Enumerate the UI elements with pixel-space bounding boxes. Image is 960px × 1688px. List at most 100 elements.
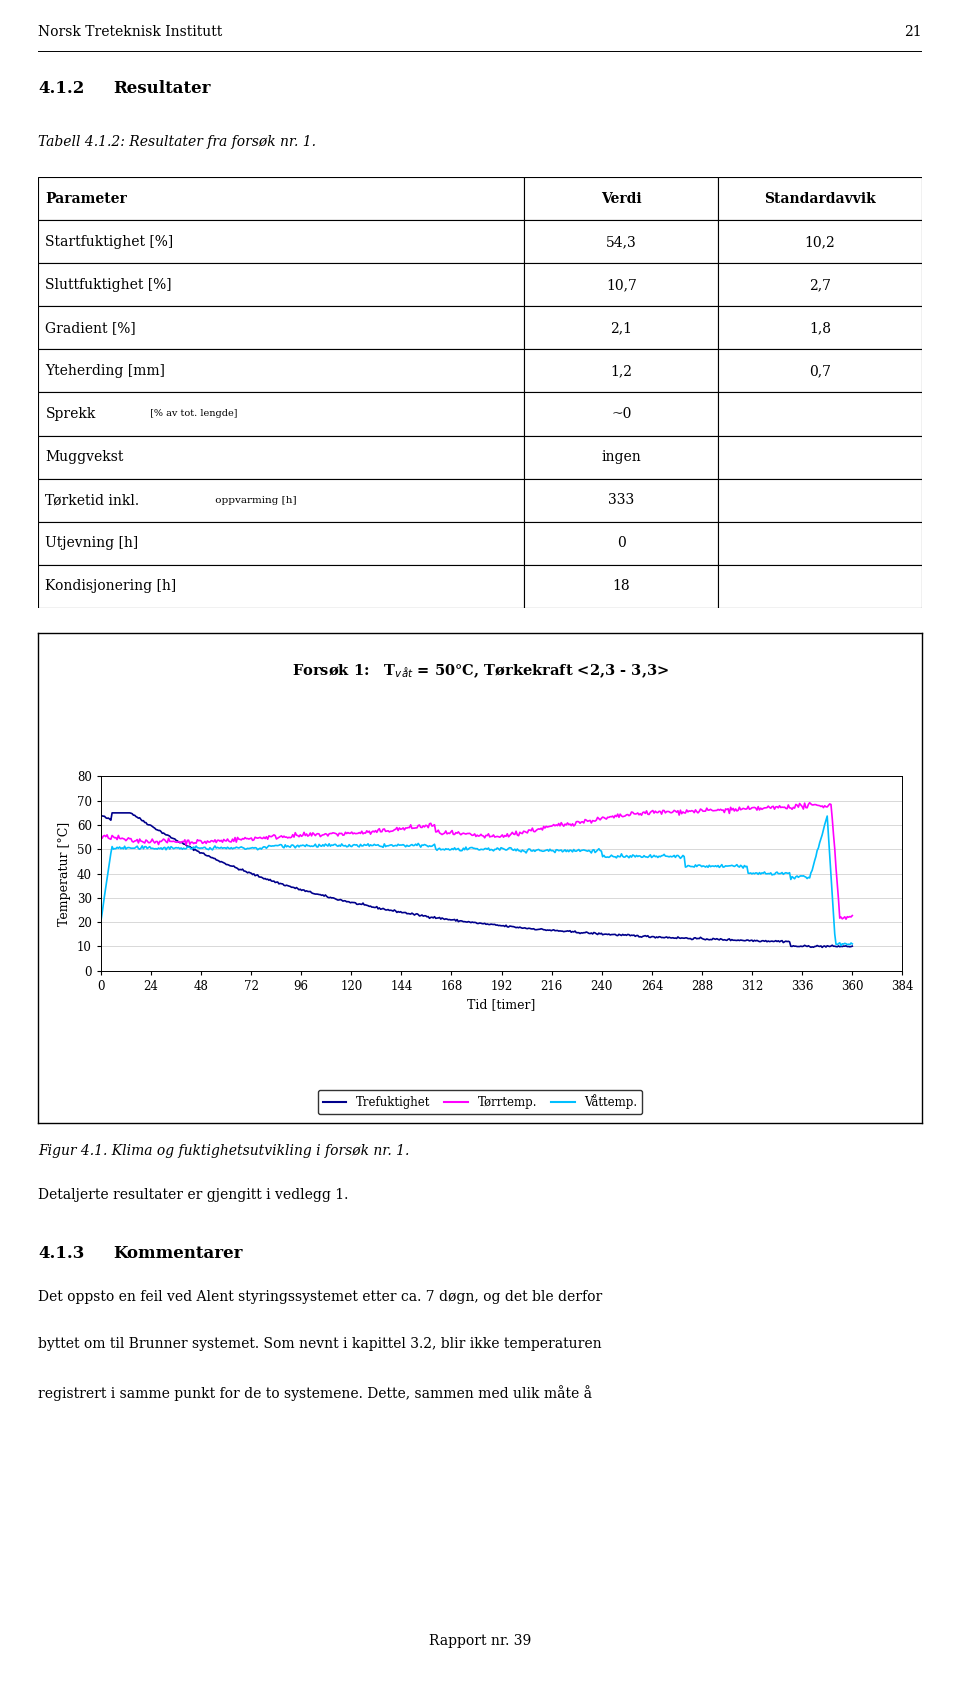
Text: Parameter: Parameter (45, 192, 128, 206)
Tørrtemp. (228, 830, 240, 851)
Tørrtemp. (840, 910, 852, 930)
Bar (718, 349, 922, 392)
Trefuktighet (847, 937, 858, 957)
Text: Kondisjonering [h]: Kondisjonering [h] (45, 579, 177, 592)
Bar (38, 219, 524, 263)
Våttemp. (822, 805, 833, 825)
Text: Yteherding [mm]: Yteherding [mm] (45, 365, 165, 378)
Text: 0: 0 (617, 537, 626, 550)
Text: Verdi: Verdi (601, 192, 641, 206)
Bar (718, 177, 922, 219)
Tørrtemp. (288, 827, 300, 847)
Line: Trefuktighet: Trefuktighet (101, 814, 852, 947)
Text: 10,7: 10,7 (606, 279, 636, 292)
Bar (718, 392, 922, 436)
Tørrtemp. (538, 817, 549, 837)
Text: Sprekk: Sprekk (45, 407, 96, 420)
Våttemp. (835, 935, 847, 955)
Text: 2,7: 2,7 (809, 279, 831, 292)
Y-axis label: Temperatur [°C]: Temperatur [°C] (59, 822, 71, 925)
Text: 10,2: 10,2 (804, 235, 835, 248)
Text: Muggvekst: Muggvekst (45, 451, 124, 464)
Bar (524, 436, 718, 479)
Våttemp. (847, 933, 858, 954)
Tørrtemp. (660, 802, 672, 822)
Trefuktighet (662, 928, 674, 949)
Text: [% av tot. lengde]: [% av tot. lengde] (147, 410, 237, 419)
Text: Norsk Treteknisk Institutt: Norsk Treteknisk Institutt (38, 25, 223, 39)
Våttemp. (597, 847, 609, 868)
Bar (718, 436, 922, 479)
Våttemp. (660, 846, 672, 866)
Text: Detaljerte resultater er gjengitt i vedlegg 1.: Detaljerte resultater er gjengitt i vedl… (38, 1188, 348, 1202)
Text: 1,8: 1,8 (809, 321, 831, 334)
Text: 333: 333 (609, 493, 635, 506)
Text: 54,3: 54,3 (606, 235, 636, 248)
Line: Våttemp.: Våttemp. (101, 815, 852, 945)
Text: Rapport nr. 39: Rapport nr. 39 (429, 1634, 531, 1647)
Tørrtemp. (435, 824, 446, 844)
Text: Gradient [%]: Gradient [%] (45, 321, 136, 334)
Bar (38, 263, 524, 307)
Tørrtemp. (95, 825, 107, 846)
Bar (38, 307, 524, 349)
Bar (524, 564, 718, 608)
Bar (718, 564, 922, 608)
Text: Kommentarer: Kommentarer (113, 1244, 243, 1263)
Text: 1,2: 1,2 (611, 365, 633, 378)
Våttemp. (95, 912, 107, 932)
Text: oppvarming [h]: oppvarming [h] (211, 496, 296, 505)
Bar (524, 219, 718, 263)
Trefuktighet (290, 878, 301, 898)
Våttemp. (228, 837, 240, 858)
Bar (718, 479, 922, 522)
Bar (38, 522, 524, 564)
Bar (38, 436, 524, 479)
Text: Startfuktighet [%]: Startfuktighet [%] (45, 235, 174, 248)
Text: ingen: ingen (601, 451, 641, 464)
Bar (524, 177, 718, 219)
Bar (38, 349, 524, 392)
Tørrtemp. (847, 905, 858, 925)
Våttemp. (538, 841, 549, 861)
Trefuktighet (436, 908, 447, 928)
Bar (718, 522, 922, 564)
Text: Figur 4.1. Klima og fuktighetsutvikling i forsøk nr. 1.: Figur 4.1. Klima og fuktighetsutvikling … (38, 1144, 410, 1158)
Text: Standardavvik: Standardavvik (764, 192, 876, 206)
Text: registrert i samme punkt for de to systemene. Dette, sammen med ulik måte å: registrert i samme punkt for de to syste… (38, 1384, 592, 1401)
Bar (524, 307, 718, 349)
Text: 4.1.3: 4.1.3 (38, 1244, 84, 1263)
Bar (38, 392, 524, 436)
Bar (524, 392, 718, 436)
Bar (524, 349, 718, 392)
Text: ~0: ~0 (612, 407, 632, 420)
Text: Det oppsto en feil ved Alent styringssystemet etter ca. 7 døgn, og det ble derfo: Det oppsto en feil ved Alent styringssys… (38, 1290, 603, 1305)
Legend: Trefuktighet, Tørrtemp., Våttemp.: Trefuktighet, Tørrtemp., Våttemp. (318, 1090, 642, 1114)
Line: Tørrtemp.: Tørrtemp. (101, 803, 852, 920)
Bar (718, 263, 922, 307)
Text: Utjevning [h]: Utjevning [h] (45, 537, 138, 550)
Text: Tørketid inkl.: Tørketid inkl. (45, 493, 139, 506)
Bar (524, 522, 718, 564)
Bar (38, 177, 524, 219)
Våttemp. (435, 839, 446, 859)
Bar (38, 479, 524, 522)
Text: 4.1.2: 4.1.2 (38, 79, 84, 98)
Bar (524, 263, 718, 307)
Text: Sluttfuktighet [%]: Sluttfuktighet [%] (45, 279, 172, 292)
Text: byttet om til Brunner systemet. Som nevnt i kapittel 3.2, blir ikke temperaturen: byttet om til Brunner systemet. Som nevn… (38, 1337, 602, 1352)
Trefuktighet (816, 937, 828, 957)
Bar (718, 307, 922, 349)
Trefuktighet (229, 858, 241, 878)
X-axis label: Tid [timer]: Tid [timer] (468, 998, 536, 1011)
Bar (718, 219, 922, 263)
Trefuktighet (95, 805, 107, 825)
Trefuktighet (107, 803, 118, 824)
Text: Forsøk 1:   T$_{våt}$ = 50°C, Tørkekraft <2,3 - 3,3>: Forsøk 1: T$_{våt}$ = 50°C, Tørkekraft <… (292, 662, 668, 680)
Text: 18: 18 (612, 579, 630, 592)
Text: 21: 21 (904, 25, 922, 39)
Våttemp. (288, 836, 300, 856)
Text: 2,1: 2,1 (611, 321, 633, 334)
Tørrtemp. (804, 793, 815, 814)
Tørrtemp. (597, 807, 609, 827)
